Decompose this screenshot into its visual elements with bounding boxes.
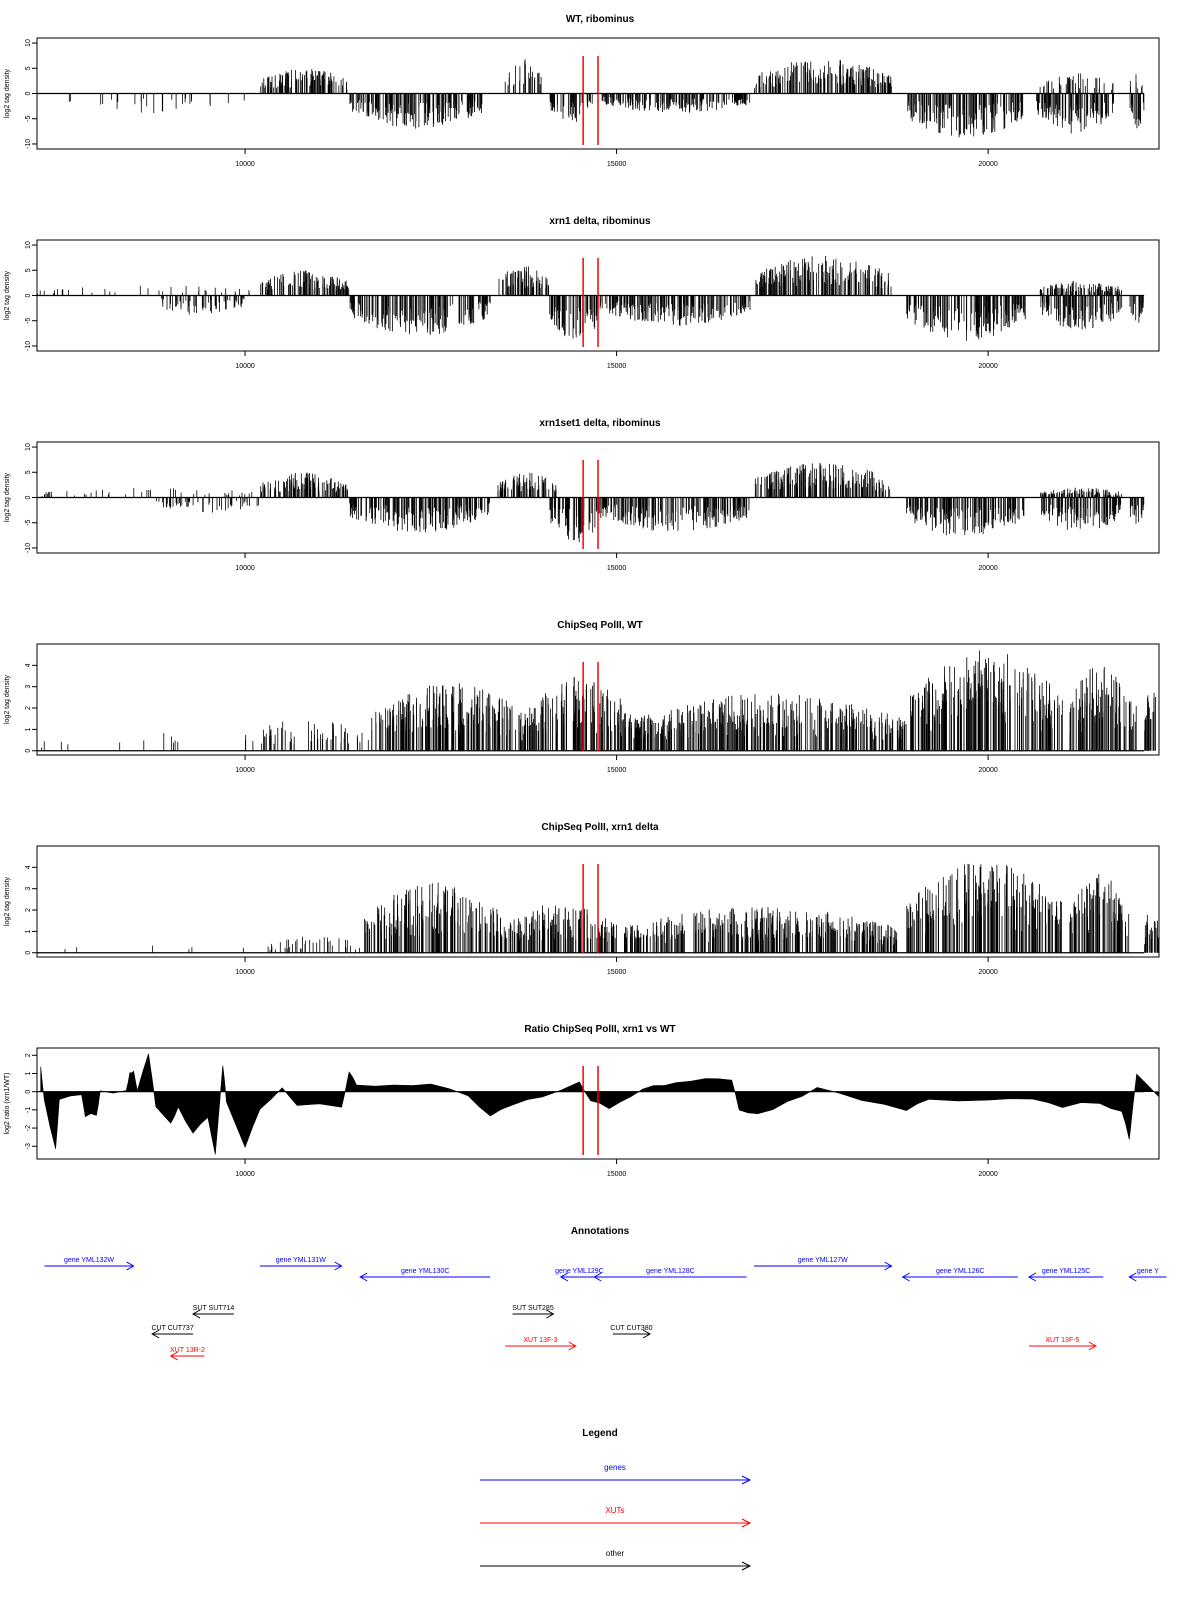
bar-series — [68, 59, 1145, 138]
y-tick-label: 0 — [25, 91, 32, 95]
chart-panel-4: ChipSeq PolII, WT 10000 15000 20000 0 1 2 3 4 log… — [4, 620, 1160, 774]
chart-panel-3: xrn1set1 delta, ribominus 10000 15000 20000… — [4, 418, 1160, 572]
y-axis-label: log2 tag density — [4, 472, 11, 522]
x-tick-label: 10000 — [235, 161, 255, 168]
y-tick-label: 1 — [25, 727, 32, 731]
y-tick-label: 0 — [25, 495, 32, 499]
bar-series — [41, 463, 1145, 543]
x-tick-label: 15000 — [607, 767, 627, 774]
y-tick-label: 10 — [25, 443, 32, 451]
x-tick-label: 20000 — [978, 161, 998, 168]
chart-title: WT, ribominus — [566, 14, 635, 25]
y-tick-label: 5 — [25, 470, 32, 474]
x-tick-label: 20000 — [978, 565, 998, 572]
y-tick-label: 5 — [25, 268, 32, 272]
y-tick-label: -5 — [25, 520, 32, 526]
y-axis-label: log2 tag density — [4, 68, 11, 118]
y-tick-label: 0 — [25, 293, 32, 297]
y-tick-label: 5 — [25, 66, 32, 70]
y-tick-label: 10 — [25, 241, 32, 249]
x-tick-label: 15000 — [607, 161, 627, 168]
y-tick-label: -10 — [25, 139, 32, 149]
bar-series — [37, 256, 1144, 341]
chart-panel-1: WT, ribominus 10000 15000 20000 -10 -5 0 5 10 log… — [4, 14, 1160, 168]
y-tick-label: -10 — [25, 341, 32, 351]
y-axis-label: log2 tag density — [4, 270, 11, 320]
x-tick-label: 10000 — [235, 767, 255, 774]
y-tick-label: -10 — [25, 543, 32, 553]
y-tick-label: -5 — [25, 116, 32, 122]
bar-series — [64, 863, 1159, 953]
chart-panel-2: xrn1 delta, ribominus 10000 15000 20000 -10 -… — [4, 216, 1160, 370]
x-tick-label: 15000 — [607, 363, 627, 370]
y-tick-label: -5 — [25, 318, 32, 324]
y-tick-label: 10 — [25, 39, 32, 47]
chart-title: xrn1set1 delta, ribominus — [539, 418, 661, 429]
chart-title: xrn1 delta, ribominus — [549, 216, 651, 227]
x-tick-label: 10000 — [235, 363, 255, 370]
y-tick-label: 4 — [25, 663, 32, 667]
bar-series — [41, 650, 1156, 751]
x-tick-label: 10000 — [235, 565, 255, 572]
x-tick-label: 20000 — [978, 363, 998, 370]
y-axis-label: log2 tag density — [4, 674, 11, 724]
y-tick-label: 2 — [25, 706, 32, 710]
y-tick-label: 3 — [25, 685, 32, 689]
y-tick-label: 0 — [25, 749, 32, 753]
chart-title: ChipSeq PolII, WT — [557, 620, 643, 631]
x-tick-label: 20000 — [978, 767, 998, 774]
chart-title: ChipSeq PolII, xrn1 delta — [541, 822, 659, 833]
plot-frame — [36, 643, 1160, 756]
x-tick-label: 15000 — [607, 565, 627, 572]
